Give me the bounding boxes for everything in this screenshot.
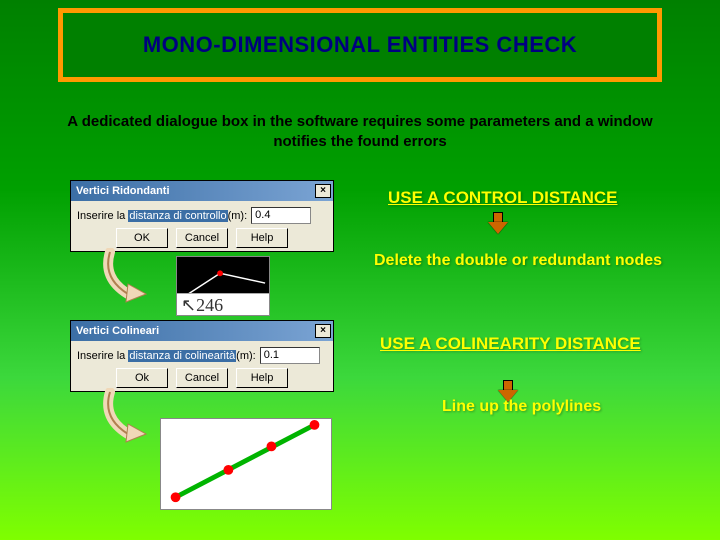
dialog-titlebar: Vertici Ridondanti × (71, 181, 333, 201)
dialog-redundant-vertices: Vertici Ridondanti × Inserire la distanz… (70, 180, 334, 252)
help-button[interactable]: Help (236, 368, 288, 388)
section1-heading: USE A CONTROL DISTANCE (388, 188, 618, 208)
section2-body: Line up the polylines (442, 398, 601, 416)
dialog-title: Vertici Colineari (76, 325, 159, 337)
cancel-button[interactable]: Cancel (176, 368, 228, 388)
illustration-redundant-node: ↖246 (176, 256, 270, 316)
dialog-collinear-vertices: Vertici Colineari × Inserire la distanza… (70, 320, 334, 392)
illustration-label: ↖246 (177, 293, 269, 315)
close-icon[interactable]: × (315, 324, 331, 338)
section2-heading: USE A COLINEARITY DISTANCE (380, 334, 641, 354)
title-box: MONO-DIMENSIONAL ENTITIES CHECK (58, 8, 662, 82)
close-icon[interactable]: × (315, 184, 331, 198)
dialog-label: Inserire la distanza di controllo(m): (77, 210, 247, 222)
dialog-title: Vertici Ridondanti (76, 185, 170, 197)
dialog-titlebar: Vertici Colineari × (71, 321, 333, 341)
curved-arrow-icon (100, 248, 150, 304)
help-button[interactable]: Help (236, 228, 288, 248)
dialog-body: Inserire la distanza di controllo(m): 0.… (71, 201, 333, 228)
dialog-label: Inserire la distanza di colinearità(m): (77, 350, 256, 362)
control-distance-input[interactable]: 0.4 (251, 207, 311, 224)
cancel-button[interactable]: Cancel (176, 228, 228, 248)
illustration-polyline (160, 418, 332, 510)
slide-title: MONO-DIMENSIONAL ENTITIES CHECK (143, 32, 577, 58)
ok-button[interactable]: Ok (116, 368, 168, 388)
section1-body: Delete the double or redundant nodes (374, 252, 662, 270)
slide-subtitle: A dedicated dialogue box in the software… (52, 112, 668, 153)
curved-arrow-icon (100, 388, 150, 444)
colinearity-distance-input[interactable]: 0.1 (260, 347, 320, 364)
dialog-body: Inserire la distanza di colinearità(m): … (71, 341, 333, 368)
ok-button[interactable]: OK (116, 228, 168, 248)
arrow-down-icon (488, 212, 506, 234)
